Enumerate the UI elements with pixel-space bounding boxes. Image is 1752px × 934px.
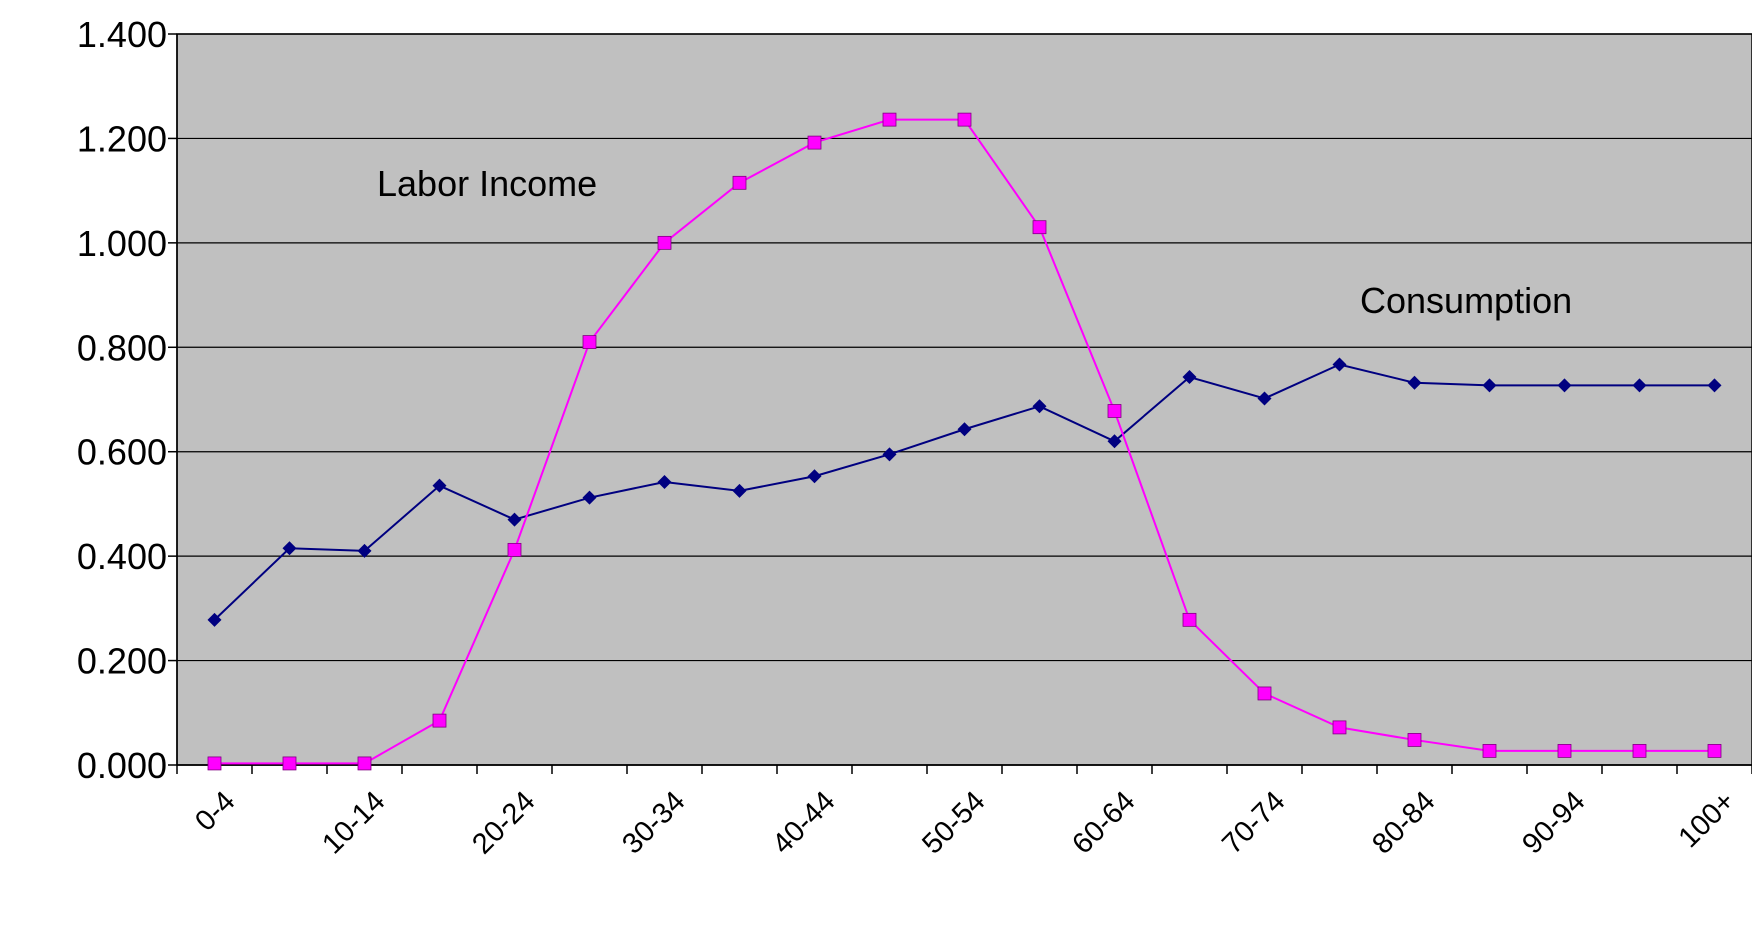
series-label: Consumption bbox=[1360, 280, 1572, 321]
marker bbox=[732, 175, 747, 190]
marker bbox=[1182, 612, 1197, 627]
x-tick-label: 10-14 bbox=[316, 785, 391, 860]
marker bbox=[1107, 434, 1122, 449]
x-tick-label: 50-54 bbox=[916, 785, 991, 860]
marker bbox=[1707, 744, 1722, 758]
x-tick-label: 60-64 bbox=[1066, 785, 1141, 860]
marker bbox=[1407, 733, 1422, 747]
marker bbox=[1557, 378, 1572, 393]
y-tick-label: 0.400 bbox=[77, 536, 167, 577]
x-tick-label: 90-94 bbox=[1516, 785, 1591, 860]
y-tick-label: 1.400 bbox=[77, 14, 167, 55]
marker bbox=[882, 112, 897, 127]
y-tick-label: 1.000 bbox=[77, 223, 167, 264]
marker bbox=[1557, 744, 1572, 758]
x-tick-label: 80-84 bbox=[1366, 785, 1441, 860]
x-tick-label: 20-24 bbox=[466, 785, 541, 860]
marker bbox=[957, 112, 972, 127]
marker bbox=[432, 713, 447, 728]
marker bbox=[582, 490, 597, 505]
x-tick-label: 100+ bbox=[1673, 785, 1742, 854]
x-tick-label: 40-44 bbox=[766, 785, 841, 860]
marker bbox=[732, 483, 747, 498]
marker bbox=[1632, 744, 1647, 758]
x-tick-label: 0-4 bbox=[189, 785, 241, 837]
marker bbox=[1182, 370, 1197, 385]
marker bbox=[1632, 378, 1647, 393]
marker bbox=[1332, 357, 1347, 372]
marker bbox=[657, 235, 672, 250]
marker bbox=[432, 478, 447, 493]
x-tick-label: 70-74 bbox=[1216, 785, 1291, 860]
marker bbox=[1407, 375, 1422, 390]
y-tick-label: 0.800 bbox=[77, 327, 167, 368]
plot-area bbox=[176, 33, 1752, 766]
marker bbox=[807, 469, 822, 484]
marker bbox=[1257, 391, 1272, 406]
series-label: Labor Income bbox=[377, 163, 597, 204]
marker bbox=[1482, 744, 1497, 758]
marker bbox=[1707, 378, 1722, 393]
marker bbox=[807, 135, 822, 150]
y-tick-label: 1.200 bbox=[77, 118, 167, 159]
marker bbox=[1257, 686, 1272, 701]
y-tick-label: 0.200 bbox=[77, 641, 167, 682]
marker bbox=[1482, 378, 1497, 393]
marker bbox=[207, 612, 222, 627]
marker bbox=[282, 756, 297, 771]
marker bbox=[507, 512, 522, 527]
marker bbox=[657, 474, 672, 489]
x-tick-label: 30-34 bbox=[616, 785, 691, 860]
y-tick-label: 0.000 bbox=[77, 745, 167, 786]
marker bbox=[582, 335, 597, 349]
marker bbox=[357, 756, 372, 771]
marker bbox=[957, 422, 972, 437]
y-tick-label: 0.600 bbox=[77, 432, 167, 473]
marker bbox=[882, 447, 897, 462]
marker bbox=[357, 543, 372, 558]
marker bbox=[1032, 220, 1047, 235]
marker bbox=[1032, 399, 1047, 414]
marker bbox=[1332, 720, 1347, 735]
marker bbox=[507, 542, 522, 557]
marker bbox=[282, 541, 297, 556]
marker bbox=[1107, 404, 1122, 418]
marker bbox=[207, 756, 222, 771]
